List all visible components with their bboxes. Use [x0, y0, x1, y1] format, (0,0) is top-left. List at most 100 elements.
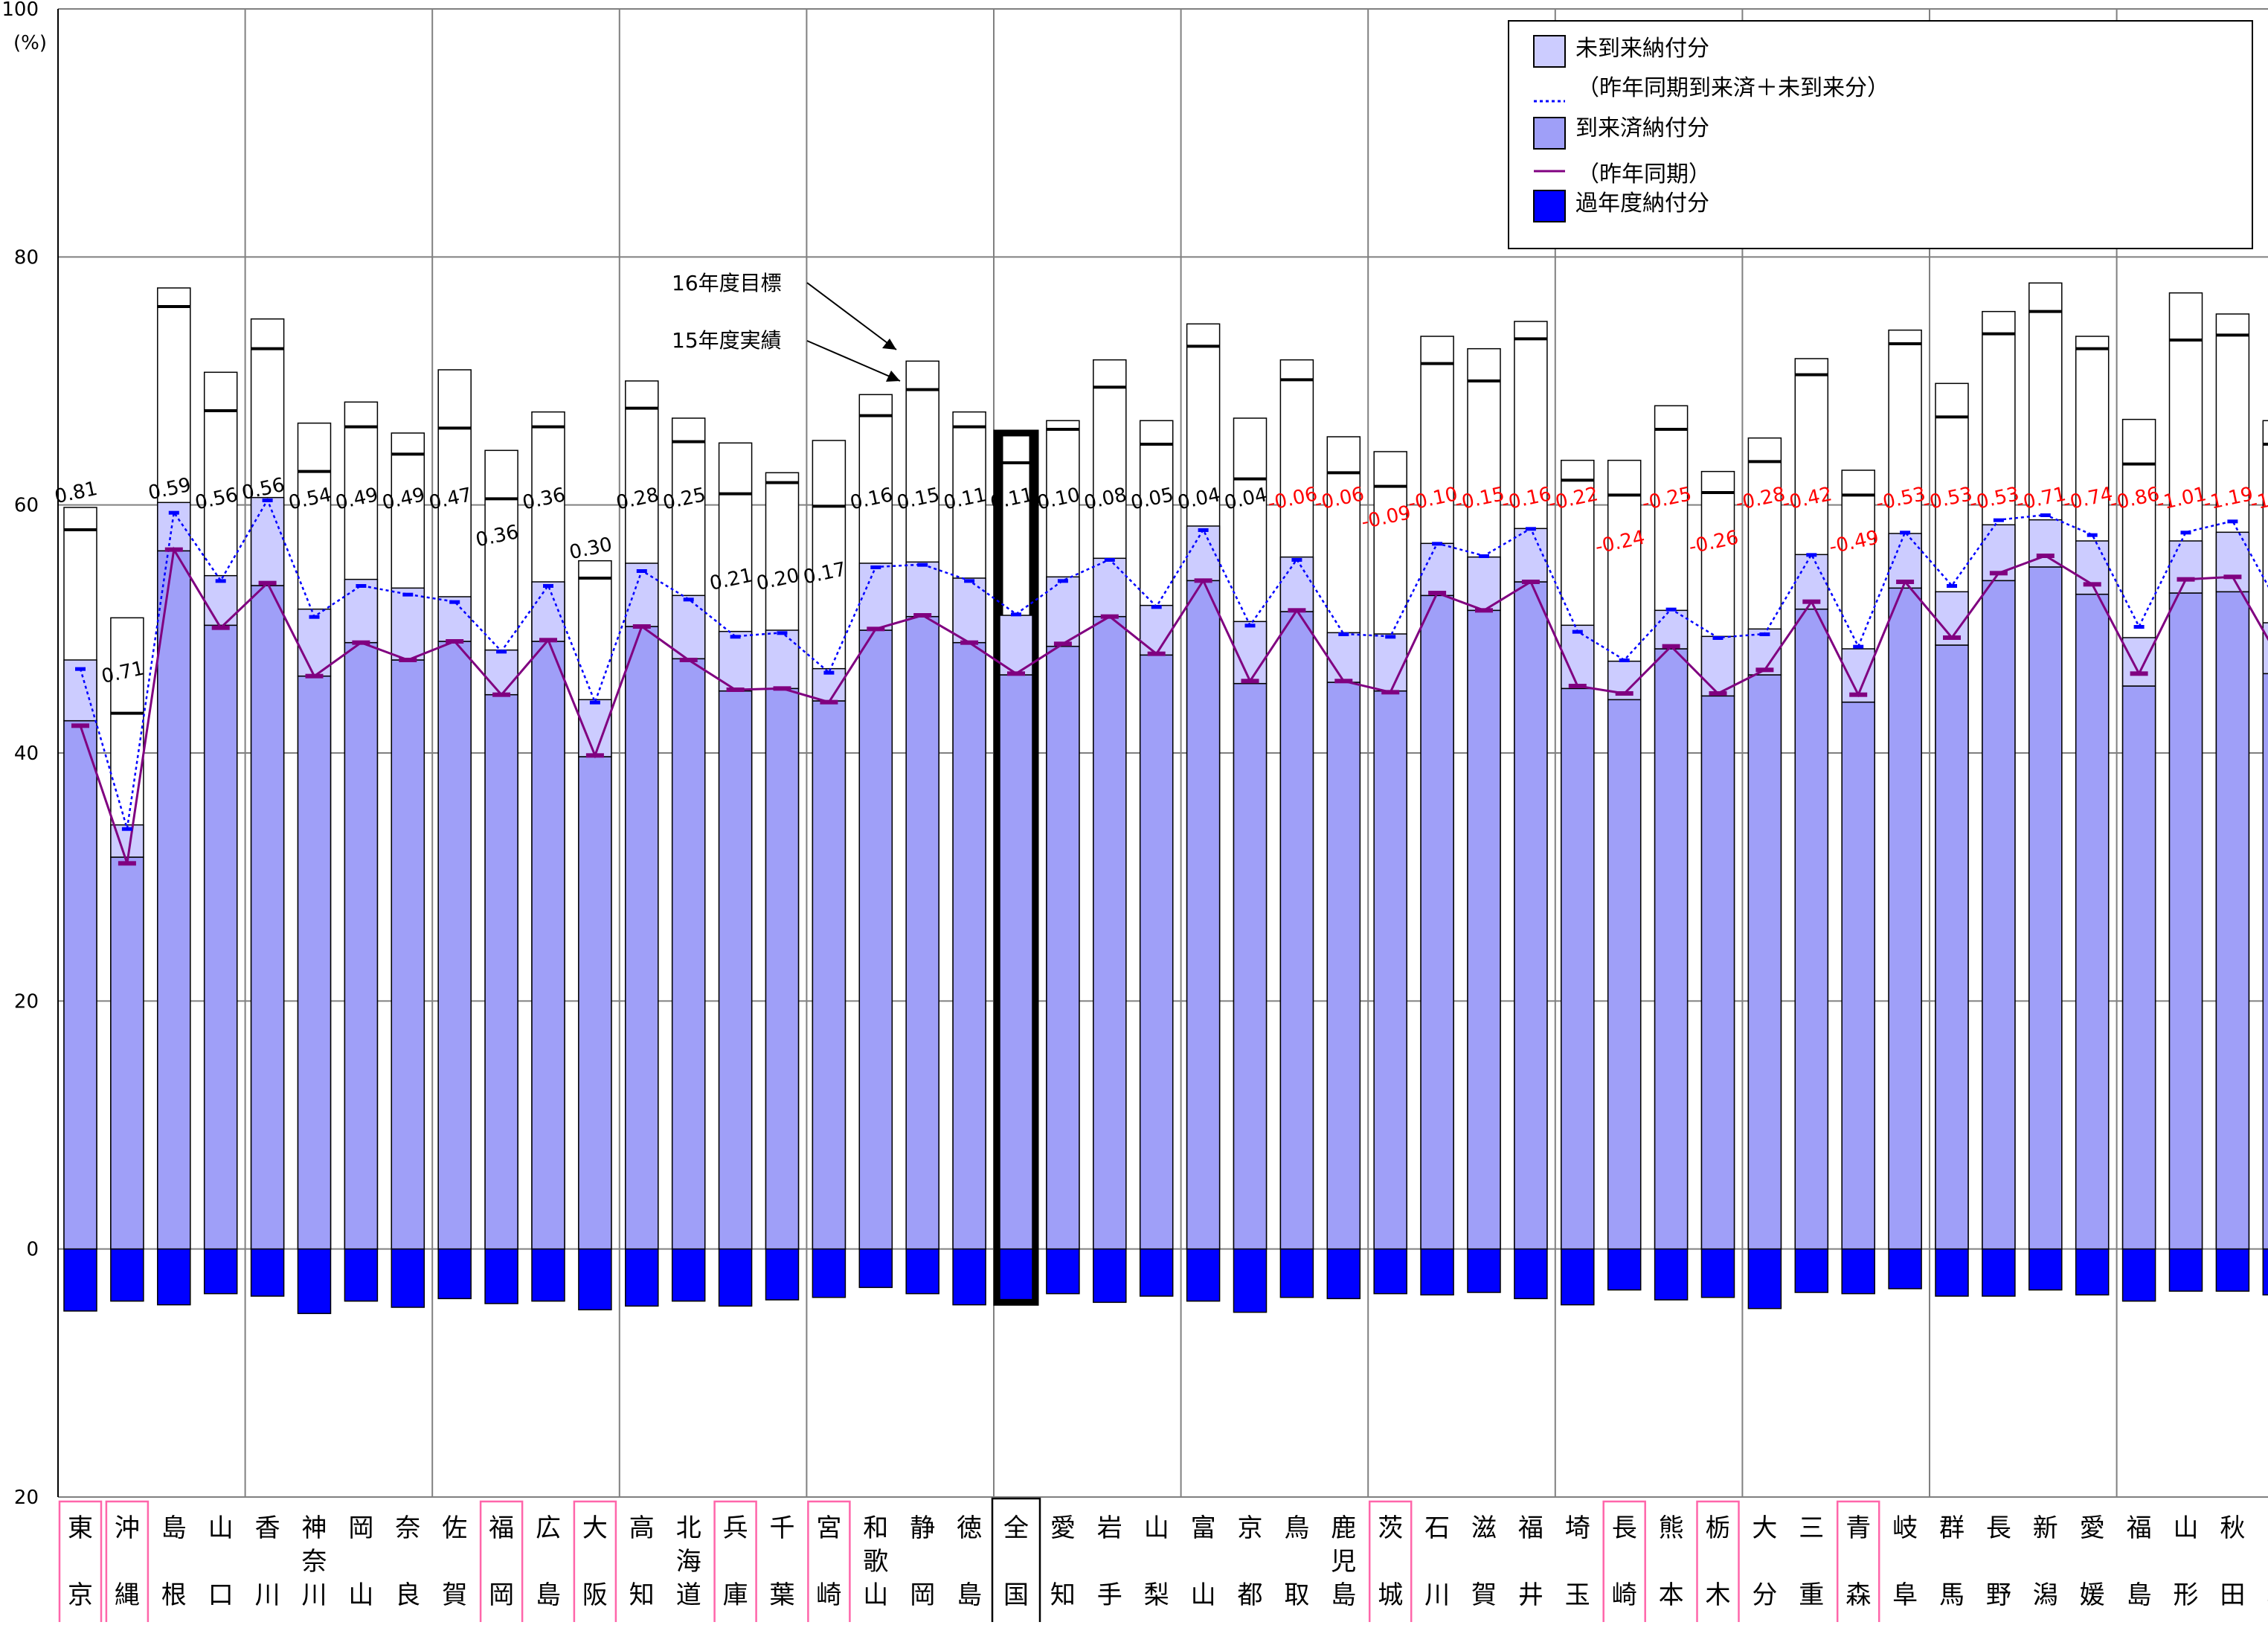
- annotation-target-16: 16年度目標: [672, 271, 782, 295]
- unarrived-bar-8: [437, 596, 472, 642]
- category-label-33-0: 長: [1612, 1513, 1637, 1543]
- prev-arrived-marker-27: [1334, 679, 1353, 684]
- unarrived-bar-44: [2121, 637, 2156, 687]
- prev-total-line: [79, 498, 2268, 830]
- prev-total-marker-42: [2040, 513, 2051, 517]
- prev-arrived-marker-35: [1709, 691, 1727, 696]
- past-year-bar-0: [63, 1248, 97, 1312]
- category-label-8-0: 佐: [442, 1513, 467, 1543]
- legend-label-arrived: 到来済納付分: [1575, 115, 1709, 141]
- prev-total-marker-23: [1151, 605, 1162, 609]
- category-label-44-2: 島: [2127, 1580, 2152, 1610]
- category-label-7-0: 奈: [395, 1513, 420, 1543]
- category-label-26-2: 取: [1284, 1580, 1309, 1610]
- y-tick-label-3: 40: [14, 743, 39, 765]
- category-label-4-2: 川: [255, 1580, 280, 1610]
- prev-total-marker-29: [1432, 542, 1443, 546]
- unarrived-bar-15: [765, 629, 800, 690]
- prev-arrived-marker-41: [1989, 571, 2008, 576]
- unarrived-bar-2: [157, 501, 191, 552]
- prev-arrived-marker-10: [539, 638, 557, 643]
- prev-total-marker-31: [1525, 527, 1536, 531]
- arrived-bar-23: [1139, 654, 1174, 1250]
- past-year-bar-15: [765, 1248, 800, 1301]
- category-label-10-0: 広: [536, 1513, 561, 1543]
- prev-total-marker-8: [449, 600, 460, 604]
- prev-arrived-marker-22: [1100, 614, 1119, 619]
- arrived-bar-22: [1093, 615, 1127, 1250]
- unarrived-bar-10: [531, 581, 565, 642]
- arrived-bar-33: [1607, 699, 1642, 1250]
- unarrived-bar-36: [1747, 628, 1782, 676]
- category-label-13-2: 道: [676, 1580, 701, 1610]
- prev-total-marker-36: [1759, 632, 1770, 636]
- past-year-bar-5: [297, 1248, 332, 1315]
- prev-total-marker-9: [496, 650, 507, 654]
- category-label-8-2: 賀: [442, 1580, 467, 1610]
- prev-total-marker-7: [402, 592, 414, 597]
- prev-arrived-marker-6: [352, 640, 370, 645]
- arrived-bar-9: [484, 693, 518, 1250]
- prev-total-marker-12: [636, 569, 647, 573]
- past-year-bar-38: [1841, 1248, 1875, 1295]
- past-year-bar-22: [1093, 1248, 1127, 1304]
- arrived-bar-2: [157, 550, 191, 1250]
- prev-arrived-marker-19: [960, 640, 979, 645]
- unarrived-bar-30: [1467, 556, 1501, 612]
- prev-arrived-marker-15: [773, 686, 791, 691]
- category-label-34-2: 本: [1659, 1580, 1684, 1610]
- prev-arrived-marker-28: [1381, 690, 1400, 695]
- category-label-3-0: 山: [208, 1513, 234, 1543]
- category-label-22-2: 手: [1097, 1580, 1122, 1610]
- prev-total-marker-5: [309, 615, 320, 619]
- category-label-6-0: 岡: [348, 1513, 373, 1543]
- legend-label-prev-total: （昨年同期到来済＋未到来分）: [1577, 75, 1889, 101]
- arrived-bar-29: [1420, 594, 1454, 1250]
- prev-total-marker-34: [1665, 607, 1677, 612]
- category-highlight-1: [105, 1500, 150, 1625]
- prev-total-marker-2: [168, 510, 179, 515]
- arrived-bar-4: [250, 585, 285, 1250]
- prev-total-marker-45: [2180, 531, 2191, 535]
- past-year-bar-47: [2262, 1248, 2268, 1296]
- category-label-21-0: 愛: [1050, 1513, 1076, 1543]
- arrived-bar-16: [812, 700, 847, 1250]
- category-label-12-0: 高: [629, 1513, 655, 1543]
- prev-arrived-marker-4: [258, 580, 277, 586]
- y-tick-label-4: 20: [14, 990, 39, 1013]
- category-label-13-0: 北: [676, 1513, 701, 1543]
- arrived-bar-31: [1514, 581, 1548, 1250]
- prev-total-marker-1: [121, 827, 132, 831]
- annotation-arrowhead-actual: [886, 371, 900, 382]
- prev-total-marker-15: [777, 631, 788, 635]
- past-year-bar-4: [250, 1248, 285, 1297]
- prev-total-marker-6: [356, 584, 367, 588]
- category-highlight-33: [1602, 1500, 1646, 1625]
- lines: [71, 498, 2268, 866]
- past-year-bar-18: [905, 1248, 939, 1295]
- category-label-27-1: 児: [1331, 1547, 1356, 1577]
- category-frame-national: [991, 1497, 1041, 1625]
- past-year-bar-8: [437, 1248, 472, 1300]
- arrived-bar-27: [1326, 682, 1361, 1250]
- unarrived-bar-7: [391, 587, 425, 661]
- category-label-32-2: 玉: [1565, 1580, 1590, 1610]
- past-year-bar-10: [531, 1248, 565, 1302]
- arrived-bar-34: [1654, 648, 1689, 1250]
- legend-box: [1508, 20, 2253, 249]
- category-label-36-2: 分: [1752, 1580, 1777, 1610]
- unarrived-bar-14: [718, 630, 753, 692]
- category-label-18-0: 静: [910, 1513, 935, 1543]
- prev-total-marker-46: [2227, 519, 2238, 524]
- past-year-bar-34: [1654, 1248, 1689, 1301]
- category-label-32-0: 埼: [1565, 1513, 1590, 1543]
- unarrived-bar-26: [1279, 556, 1314, 612]
- past-year-bar-25: [1233, 1248, 1268, 1313]
- unarrived-bar-22: [1093, 557, 1127, 618]
- category-label-20-2: 国: [1003, 1580, 1029, 1610]
- past-year-bar-27: [1326, 1248, 1361, 1300]
- legend-label-past-year: 過年度納付分: [1575, 190, 1709, 217]
- annotation-arrow-target: [806, 282, 897, 350]
- prev-arrived-marker-23: [1147, 651, 1166, 656]
